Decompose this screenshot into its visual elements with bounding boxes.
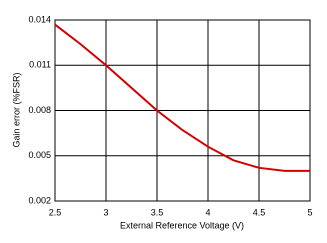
y-tick-label: 0.008 (28, 105, 51, 115)
y-tick-label: 0.011 (29, 60, 51, 70)
y-tick-label: 0.014 (28, 14, 51, 24)
y-tick-label: 0.005 (28, 150, 51, 160)
y-axis-label: Gain error (%FSR) (11, 72, 21, 147)
y-tick-label: 0.002 (28, 195, 51, 205)
x-tick-label: 5 (307, 207, 312, 217)
x-tick-label: 3 (103, 207, 108, 217)
x-tick-label: 3.5 (151, 207, 164, 217)
x-axis-label: External Reference Voltage (V) (120, 220, 244, 230)
x-tick-label: 2.5 (49, 207, 62, 217)
x-tick-label: 4.5 (253, 207, 266, 217)
data-line (54, 23, 310, 172)
plot-frame (54, 19, 311, 202)
x-tick-label: 4 (205, 207, 210, 217)
